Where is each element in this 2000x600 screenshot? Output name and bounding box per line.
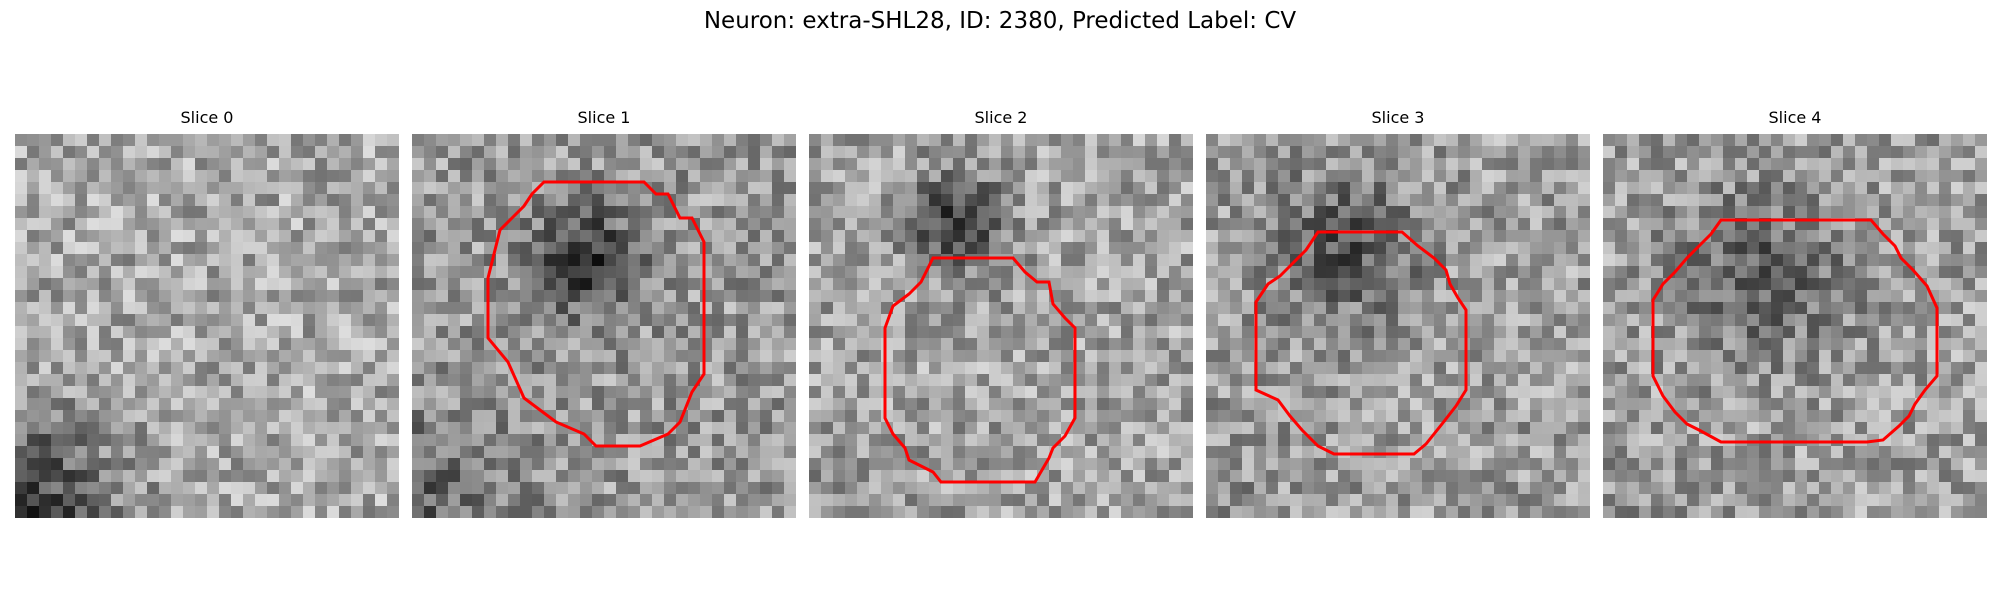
roi-contour bbox=[486, 180, 706, 448]
slice-image-canvas bbox=[1206, 134, 1590, 518]
roi-contour bbox=[1254, 230, 1468, 456]
slice-image-canvas bbox=[809, 134, 1193, 518]
slice-image bbox=[15, 134, 399, 518]
figure-title: Neuron: extra-SHL28, ID: 2380, Predicted… bbox=[703, 8, 1297, 34]
slice-image bbox=[1603, 134, 1987, 518]
roi-contour bbox=[883, 256, 1077, 484]
pixel-grid bbox=[412, 134, 796, 518]
slice-title: Slice 2 bbox=[974, 108, 1028, 127]
slice-panel-4: Slice 4 bbox=[1603, 108, 1987, 520]
roi-contour bbox=[1651, 218, 1939, 444]
pixel-grid bbox=[809, 134, 1193, 518]
slice-title: Slice 1 bbox=[577, 108, 631, 127]
slice-panel-3: Slice 3 bbox=[1206, 108, 1590, 520]
slice-image-canvas bbox=[412, 134, 796, 518]
slice-image-canvas bbox=[1603, 134, 1987, 518]
pixel-grid bbox=[1206, 134, 1590, 518]
slice-title: Slice 3 bbox=[1371, 108, 1425, 127]
pixel-grid bbox=[15, 134, 399, 518]
slice-panel-1: Slice 1 bbox=[412, 108, 796, 520]
slice-panel-2: Slice 2 bbox=[809, 108, 1193, 520]
slice-title: Slice 0 bbox=[180, 108, 234, 127]
slice-image bbox=[1206, 134, 1590, 518]
slice-panel-0: Slice 0 bbox=[15, 108, 399, 520]
slice-image bbox=[809, 134, 1193, 518]
slice-image bbox=[412, 134, 796, 518]
pixel-grid bbox=[1603, 134, 1987, 518]
slice-title: Slice 4 bbox=[1768, 108, 1822, 127]
slice-image-canvas bbox=[15, 134, 399, 518]
